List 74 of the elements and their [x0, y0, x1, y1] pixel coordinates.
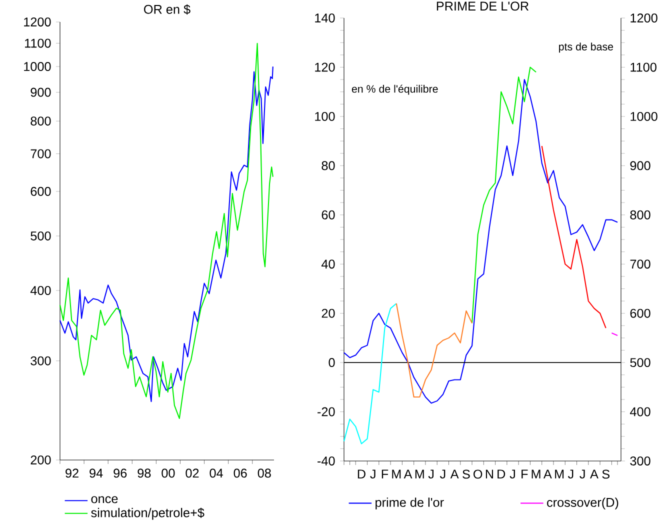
y-tick-label: 100 [315, 112, 335, 121]
x-tick-label: J [580, 470, 585, 479]
x-tick-label: A [450, 470, 459, 478]
y-tick-label: 40 [321, 260, 335, 269]
y2-axis-title: pts de base [559, 42, 614, 53]
x-tick-label: 92 [66, 468, 78, 478]
y-tick-label: 120 [315, 62, 335, 72]
chart-title: OR en $ [144, 4, 190, 15]
y2-tick-label: 1200 [630, 14, 658, 22]
x-tick-label: M [392, 470, 401, 478]
y-tick-label: -40 [318, 456, 335, 466]
y-tick-label: 80 [322, 161, 335, 170]
x-tick-label: O [474, 470, 482, 479]
y2-tick-label: 1100 [630, 62, 656, 72]
x-tick-label: 04 [210, 468, 223, 478]
legend-label: prime de l'or [376, 498, 444, 510]
legend-label: simulation/petrole+$ [91, 508, 204, 520]
legend-label: once [91, 496, 118, 504]
y-tick-label: 1200 [24, 17, 51, 26]
x-tick-label: M [532, 470, 540, 478]
y-tick-label: 600 [30, 186, 51, 196]
y2-tick-label: 800 [630, 210, 650, 220]
y-tick-label: 800 [30, 116, 51, 126]
x-tick-label: 96 [114, 468, 127, 478]
x-tick-label: 06 [234, 468, 247, 478]
x-tick-label: J [440, 470, 446, 479]
chart-title: PRIME DE L'OR [436, 2, 529, 11]
y2-tick-label: 1000 [630, 112, 658, 121]
line-series [343, 302, 397, 444]
y-tick-label: 1000 [24, 62, 51, 72]
line-series [471, 66, 537, 324]
x-tick-label: D [358, 470, 366, 478]
x-tick-label: A [543, 470, 552, 478]
x-tick-label: J [428, 470, 434, 479]
y-tick-label: 700 [30, 149, 51, 158]
x-tick-label: J [568, 470, 574, 479]
x-tick-label: D [498, 470, 506, 478]
y-tick-label: 200 [30, 455, 51, 464]
y-axis-title: en % de l'équilibre [352, 84, 438, 95]
x-tick-label: A [590, 470, 598, 478]
x-tick-label: S [462, 470, 470, 479]
y2-tick-label: 600 [630, 308, 650, 318]
y-tick-label: 1100 [25, 38, 51, 48]
x-tick-label: M [555, 470, 564, 478]
y2-tick-label: 700 [630, 260, 650, 269]
line-series [396, 302, 473, 398]
x-tick-label: J [510, 470, 515, 479]
y2-tick-label: 900 [630, 161, 650, 170]
y-tick-label: 60 [322, 210, 335, 220]
x-tick-label: F [382, 470, 388, 478]
y2-tick-label: 400 [630, 407, 650, 416]
y2-tick-label: 500 [630, 358, 650, 368]
line-series [541, 145, 606, 329]
legend-label: crossover(D) [547, 498, 618, 510]
y-tick-label: 300 [30, 356, 51, 366]
x-tick-label: N [486, 470, 494, 478]
x-tick-label: 00 [162, 468, 175, 478]
y-tick-label: 500 [30, 231, 51, 240]
y-tick-label: 20 [322, 308, 335, 318]
y-tick-label: 0 [328, 358, 335, 368]
y2-tick-label: 300 [630, 456, 650, 466]
y-tick-label: 400 [30, 286, 51, 295]
x-tick-label: 98 [138, 468, 151, 478]
x-tick-label: 94 [90, 468, 103, 478]
y-tick-label: -20 [318, 407, 335, 416]
x-tick-label: A [404, 470, 412, 478]
x-tick-label: J [370, 470, 376, 479]
x-tick-label: F [522, 470, 528, 478]
x-tick-label: S [602, 470, 610, 479]
y-tick-label: 140 [315, 14, 335, 22]
y-tick-label: 900 [30, 88, 51, 97]
x-tick-label: 08 [258, 468, 271, 478]
x-tick-label: 02 [186, 468, 199, 478]
x-tick-label: M [415, 470, 424, 478]
